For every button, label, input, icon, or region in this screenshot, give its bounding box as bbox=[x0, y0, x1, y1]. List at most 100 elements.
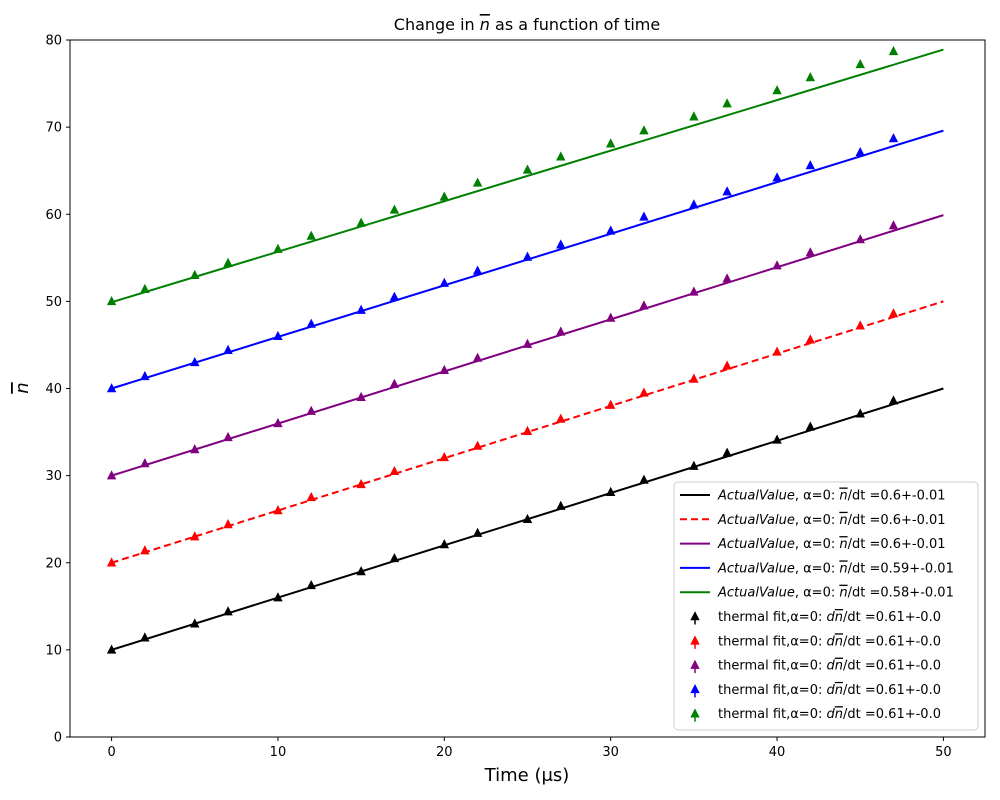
y-tick-label: 60 bbox=[45, 208, 62, 223]
data-point bbox=[689, 111, 699, 121]
legend-entry-line-4: ActualValue, α=0: n/dt =0.59+-0.01 bbox=[680, 561, 954, 576]
x-axis-title: Time (μs) bbox=[484, 765, 570, 786]
data-point bbox=[223, 257, 233, 267]
legend-entry-line-1: ActualValue, α=0: n/dt =0.6+-0.01 bbox=[680, 489, 946, 504]
data-point bbox=[855, 408, 865, 418]
data-point bbox=[106, 644, 117, 654]
data-point bbox=[605, 399, 616, 409]
legend-label: ActualValue, α=0: n/dt =0.6+-0.01 bbox=[717, 537, 946, 552]
scatter-series-5 bbox=[106, 45, 899, 306]
data-point bbox=[389, 204, 400, 214]
legend: ActualValue, α=0: n/dt =0.6+-0.01 ActualV… bbox=[673, 481, 979, 731]
y-tick-label: 10 bbox=[45, 643, 62, 658]
data-point bbox=[888, 133, 899, 143]
legend-entry-line-2: ActualValue, α=0: n/dt =0.6+-0.01 bbox=[680, 513, 946, 528]
data-point bbox=[273, 592, 283, 602]
legend-entry-line-3: ActualValue, α=0: n/dt =0.6+-0.01 bbox=[680, 537, 946, 552]
data-point bbox=[605, 312, 616, 322]
chart-title-suffix: as a function of time bbox=[490, 15, 660, 34]
data-point bbox=[855, 147, 865, 157]
plot-area bbox=[106, 45, 944, 654]
legend-box bbox=[673, 481, 979, 731]
data-point bbox=[855, 234, 865, 244]
data-point bbox=[605, 138, 616, 148]
data-point bbox=[439, 451, 450, 462]
chart-title: Change in n as a function of time bbox=[394, 15, 660, 34]
legend-label: thermal fit,α=0: dn/dt =0.61+-0.0 bbox=[718, 683, 941, 698]
data-point bbox=[722, 360, 732, 370]
legend-entry-scatter-3: thermal fit,α=0: dn/dt =0.61+-0.0 bbox=[690, 659, 941, 674]
legend-marker bbox=[690, 635, 700, 645]
data-point bbox=[106, 296, 117, 306]
data-point bbox=[855, 59, 865, 69]
data-point bbox=[772, 260, 782, 270]
data-point bbox=[356, 391, 366, 401]
data-point bbox=[439, 191, 450, 201]
data-point bbox=[306, 405, 316, 415]
legend-label: ActualValue, α=0: n/dt =0.58+-0.01 bbox=[717, 586, 954, 601]
data-point bbox=[140, 545, 150, 555]
data-point bbox=[140, 458, 150, 468]
data-point bbox=[556, 239, 566, 249]
data-point bbox=[556, 151, 566, 161]
y-tick-label: 70 bbox=[45, 121, 62, 136]
data-point bbox=[389, 378, 400, 388]
x-tick-label: 30 bbox=[602, 745, 619, 760]
data-point bbox=[306, 230, 316, 240]
data-point bbox=[522, 338, 533, 348]
legend-entry-line-5: ActualValue, α=0: n/dt =0.58+-0.01 bbox=[680, 586, 954, 601]
legend-marker bbox=[690, 684, 700, 694]
data-point bbox=[472, 352, 483, 362]
data-point bbox=[689, 199, 699, 209]
scatter-series-2 bbox=[106, 308, 899, 567]
data-point bbox=[190, 531, 200, 541]
legend-entry-scatter-5: thermal fit,α=0: dn/dt =0.61+-0.0 bbox=[690, 707, 941, 722]
y-tick-label: 50 bbox=[45, 295, 62, 310]
data-point bbox=[556, 500, 566, 510]
legend-label: thermal fit,α=0: dn/dt =0.61+-0.0 bbox=[718, 634, 941, 649]
data-point bbox=[855, 320, 865, 330]
data-point bbox=[639, 211, 649, 221]
data-point bbox=[888, 220, 899, 230]
data-point bbox=[472, 440, 483, 450]
data-point bbox=[639, 474, 649, 484]
data-point bbox=[273, 417, 283, 428]
data-point bbox=[722, 186, 732, 196]
data-point bbox=[522, 251, 533, 261]
data-point bbox=[805, 421, 816, 431]
data-point bbox=[639, 387, 649, 397]
data-point bbox=[805, 72, 816, 82]
data-point bbox=[140, 632, 150, 642]
data-point bbox=[772, 346, 782, 356]
y-tick-label: 80 bbox=[45, 34, 62, 49]
data-point bbox=[639, 125, 649, 135]
data-point bbox=[888, 308, 899, 318]
data-point bbox=[772, 85, 782, 95]
data-point bbox=[439, 277, 450, 287]
series-line-5 bbox=[111, 48, 944, 304]
data-point bbox=[389, 291, 400, 301]
legend-label: ActualValue, α=0: n/dt =0.6+-0.01 bbox=[717, 513, 946, 528]
legend-marker bbox=[690, 708, 700, 718]
data-point bbox=[190, 269, 200, 280]
data-point bbox=[190, 618, 200, 628]
y-tick-label: 0 bbox=[54, 731, 62, 746]
data-point bbox=[556, 413, 566, 423]
legend-marker bbox=[690, 611, 700, 621]
y-axis-title: n bbox=[12, 382, 33, 393]
data-point bbox=[106, 470, 117, 480]
x-tick-label: 50 bbox=[935, 745, 952, 760]
data-point bbox=[106, 557, 117, 567]
data-point bbox=[223, 606, 233, 616]
x-tick-label: 20 bbox=[436, 745, 453, 760]
data-point bbox=[888, 395, 899, 405]
data-point bbox=[639, 300, 649, 310]
data-point bbox=[273, 330, 283, 341]
legend-entry-scatter-4: thermal fit,α=0: dn/dt =0.61+-0.0 bbox=[690, 683, 941, 698]
data-point bbox=[140, 370, 150, 381]
data-point bbox=[223, 519, 233, 529]
legend-entry-scatter-1: thermal fit,α=0: dn/dt =0.61+-0.0 bbox=[690, 610, 941, 625]
chart-title-prefix: Change in bbox=[394, 15, 480, 34]
x-tick-label: 10 bbox=[270, 745, 287, 760]
